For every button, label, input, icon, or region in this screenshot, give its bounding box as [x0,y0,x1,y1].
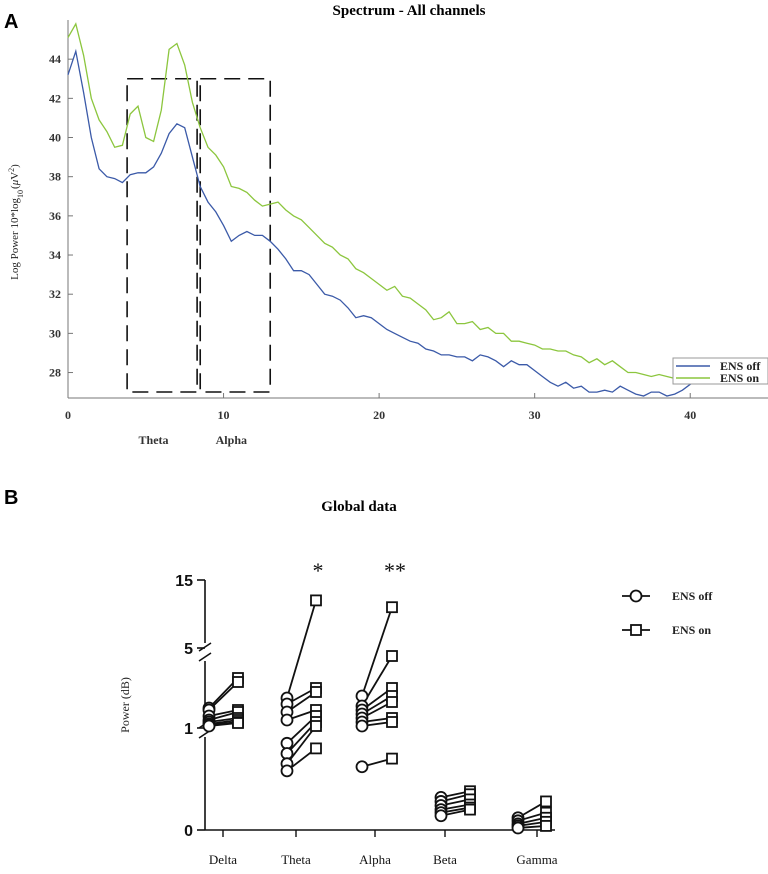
point-ens-on [386,601,398,614]
legend-marker-ens-off [629,589,643,603]
spectrum-ytick-label: 32 [49,287,61,301]
point-ens-on [464,803,476,816]
legend-label-ens-off: ENS off [720,359,761,373]
axis-break-mark [198,642,212,652]
spectrum-ytick-label: 38 [49,170,61,184]
spectrum-chart: Spectrum - All channels Log Power 10*log… [7,3,768,447]
point-ens-off [434,809,448,823]
spectrum-ytick-label: 28 [49,366,61,380]
band-label-alpha: Alpha [216,433,247,447]
significance-theta: * [313,558,324,583]
point-ens-on [310,594,322,607]
axis-break-mark [198,652,212,662]
category-label-theta: Theta [281,852,311,867]
ylabel-close-paren: ) [9,164,21,168]
legend-box [672,357,768,385]
ylabel-unit: V [9,172,21,180]
global-data-chart: Global data Power (dB) 15 5 1 0 Delta Theta Al… [118,499,713,867]
global-title: Global data [321,499,397,515]
point-ens-on [540,820,552,832]
point-ens-off [280,713,294,727]
point-ens-on [386,716,398,728]
point-ens-off [355,719,369,733]
spectrum-xtick-label: 40 [684,408,696,422]
spectrum-ytick-label: 36 [49,209,61,223]
spectrum-title: Spectrum - All channels [333,3,486,19]
spectrum-ylabel: Log Power 10*log10(μV2) [7,164,25,280]
legend-text-ens-off: ENS off [672,589,713,603]
global-legend: ENS off ENS on [622,589,713,637]
category-label-beta: Beta [433,852,457,867]
point-ens-on [232,717,244,729]
panel-b-label: B [4,487,18,509]
point-ens-on [386,650,398,662]
spectrum-xtick-label: 30 [529,408,541,422]
ylabel-sup: 2 [7,168,16,172]
series-line-ens-off [67,48,768,397]
spectrum-xtick-label: 0 [65,408,71,422]
band-box-0 [126,77,198,393]
point-ens-on [310,742,322,755]
point-ens-on [310,720,322,732]
global-ylabel: Power (dB) [118,677,132,733]
category-label-alpha: Alpha [359,852,391,867]
point-ens-off [511,821,525,835]
global-ytick-label: 15 [175,573,193,590]
pair-line [361,606,393,697]
point-ens-off [280,764,294,778]
pair-line [286,600,317,699]
category-label-delta: Delta [209,852,237,867]
global-ytick-label: 5 [184,641,193,658]
spectrum-xtick-label: 20 [373,408,385,422]
spectrum-ytick-label: 42 [49,91,61,105]
spectrum-ytick-label: 40 [49,131,61,145]
point-ens-off [202,719,216,733]
band-label-theta: Theta [139,433,169,447]
ylabel-open-paren: ( [9,185,21,189]
ylabel-prefix: Log Power 10*log [9,197,21,279]
significance-alpha: ** [384,558,406,583]
ylabel-sub: 10 [16,190,25,198]
point-ens-on [540,795,552,808]
spectrum-legend: ENS off ENS on [672,357,768,385]
band-box-1 [199,77,272,393]
panel-a-label: A [4,11,18,33]
global-ytick-label: 0 [184,823,193,840]
point-ens-on [386,752,398,765]
legend-marker-ens-on [630,624,642,636]
global-ytick-label: 1 [184,721,193,738]
legend-text-ens-on: ENS on [672,623,711,637]
ylabel-mu: μ [9,179,21,186]
spectrum-xtick-label: 10 [218,408,230,422]
category-label-gamma: Gamma [516,852,557,867]
spectrum-ytick-label: 34 [49,248,61,262]
point-ens-on [310,686,322,698]
series-line-ens-on [67,22,768,380]
spectrum-ytick-label: 30 [49,326,61,340]
legend-label-ens-on: ENS on [720,371,759,385]
point-ens-on [386,696,398,708]
point-ens-on [232,676,244,688]
spectrum-ytick-label: 44 [49,52,61,66]
point-ens-off [355,760,369,774]
